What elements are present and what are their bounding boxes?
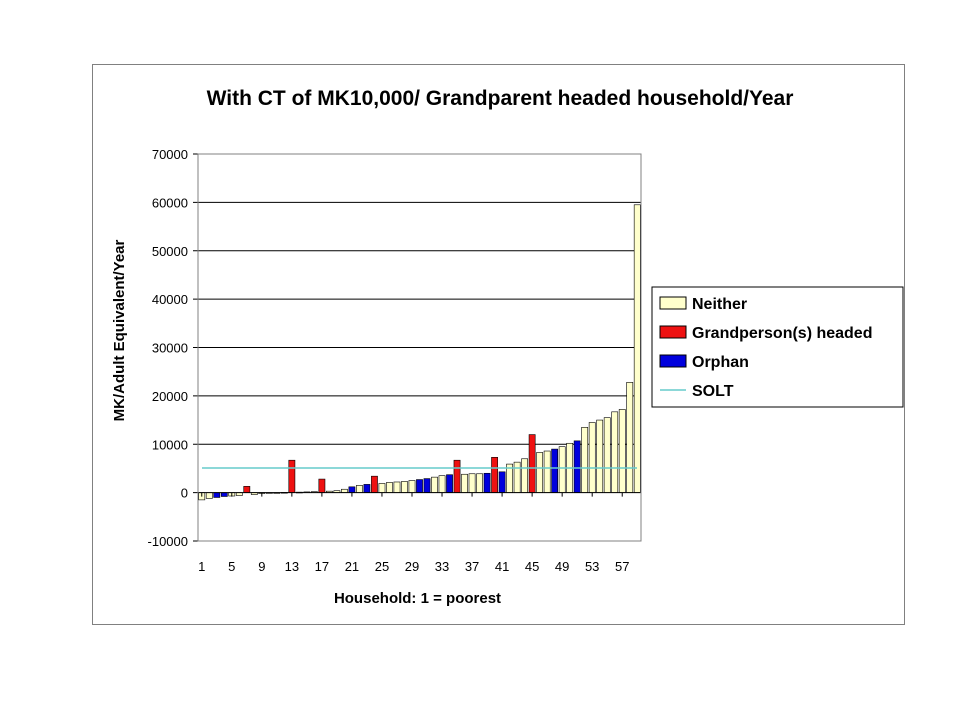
bars [198, 204, 641, 501]
bar [288, 459, 296, 493]
y-tick-label: 0 [181, 486, 188, 501]
y-tick-label: 70000 [152, 147, 188, 162]
bar [378, 483, 386, 493]
x-tick-label: 45 [525, 559, 539, 574]
bar [220, 492, 228, 497]
bar [408, 480, 416, 493]
y-tick-label: 60000 [152, 195, 188, 210]
x-tick-label: 53 [585, 559, 599, 574]
bar [468, 473, 476, 493]
x-tick-label: 57 [615, 559, 629, 574]
y-tick-label: 20000 [152, 389, 188, 404]
bar [371, 475, 378, 493]
bar [633, 204, 641, 493]
bar [476, 473, 483, 493]
legend: Neither Grandperson(s) headed Orphan SOLT [651, 286, 904, 408]
y-tick-label: 50000 [152, 244, 188, 259]
bar [401, 481, 408, 493]
x-tick-label: 49 [555, 559, 569, 574]
bar [603, 417, 611, 493]
bar [536, 452, 544, 493]
bar [461, 473, 468, 493]
legend-swatch [659, 354, 687, 368]
bar [341, 488, 348, 493]
bar [581, 427, 589, 493]
y-axis-label: MK/Adult Equivalent/Year [111, 239, 128, 421]
bar [528, 434, 536, 493]
x-tick-label: 33 [435, 559, 449, 574]
bar [446, 474, 453, 493]
x-axis-label: Household: 1 = poorest [334, 590, 501, 607]
bar [205, 492, 213, 499]
bar [386, 482, 393, 493]
bar [363, 484, 371, 493]
bar [483, 472, 491, 493]
bar [423, 478, 431, 493]
x-tick-label: 1 [198, 559, 205, 574]
bar [596, 419, 604, 493]
bar [438, 475, 446, 493]
x-tick-label: 5 [228, 559, 235, 574]
x-tick-label: 17 [315, 559, 329, 574]
legend-box [651, 286, 904, 408]
x-tick-label: 41 [495, 559, 509, 574]
legend-label: Orphan [692, 354, 749, 371]
bar [498, 471, 506, 493]
legend-label: Grandperson(s) headed [692, 325, 872, 342]
bar [356, 485, 363, 493]
x-tick-label: 9 [258, 559, 265, 574]
bar [453, 459, 461, 493]
bar [588, 422, 596, 493]
bar [521, 458, 528, 493]
legend-items: Neither Grandperson(s) headed Orphan SOLT [659, 296, 872, 400]
bar [513, 461, 521, 493]
bar [558, 446, 566, 493]
bar [431, 476, 438, 493]
chart-frame: With CT of MK10,000/ Grandparent headed … [92, 64, 905, 625]
bar [551, 448, 559, 493]
bar [543, 450, 551, 493]
plot-border [197, 153, 642, 542]
x-tick-label: 29 [405, 559, 419, 574]
bar [611, 411, 619, 493]
axes [197, 153, 642, 542]
bar [243, 486, 251, 493]
y-tick-labels: -10000 0 10000 20000 30000 40000 50000 60000 700… [148, 147, 188, 549]
y-tick-label: 30000 [152, 341, 188, 356]
bar [393, 481, 401, 493]
legend-label: Neither [692, 296, 747, 313]
legend-label: SOLT [692, 383, 734, 400]
bar [626, 382, 634, 493]
bar [416, 479, 423, 493]
bar [318, 478, 326, 493]
x-tick-label: 13 [285, 559, 299, 574]
y-tick-label: 10000 [152, 437, 188, 452]
x-tick-label: 37 [465, 559, 479, 574]
x-tick-label: 21 [345, 559, 359, 574]
chart-title: With CT of MK10,000/ Grandparent headed … [207, 87, 794, 110]
y-tick-label: 40000 [152, 292, 188, 307]
bar [348, 486, 356, 493]
legend-swatch [659, 325, 687, 339]
y-tick-label: -10000 [148, 534, 188, 549]
bar [618, 409, 626, 493]
plot-area: -10000 0 10000 20000 30000 40000 50000 60000 700… [148, 147, 642, 574]
bar [491, 457, 498, 493]
bar-chart: With CT of MK10,000/ Grandparent headed … [111, 87, 904, 607]
x-tick-labels: 1 5 9 13 17 21 25 29 33 37 41 45 49 53 57 [198, 492, 629, 574]
bar [213, 492, 221, 498]
x-tick-label: 25 [375, 559, 389, 574]
legend-swatch [659, 296, 687, 310]
bar [573, 440, 581, 493]
